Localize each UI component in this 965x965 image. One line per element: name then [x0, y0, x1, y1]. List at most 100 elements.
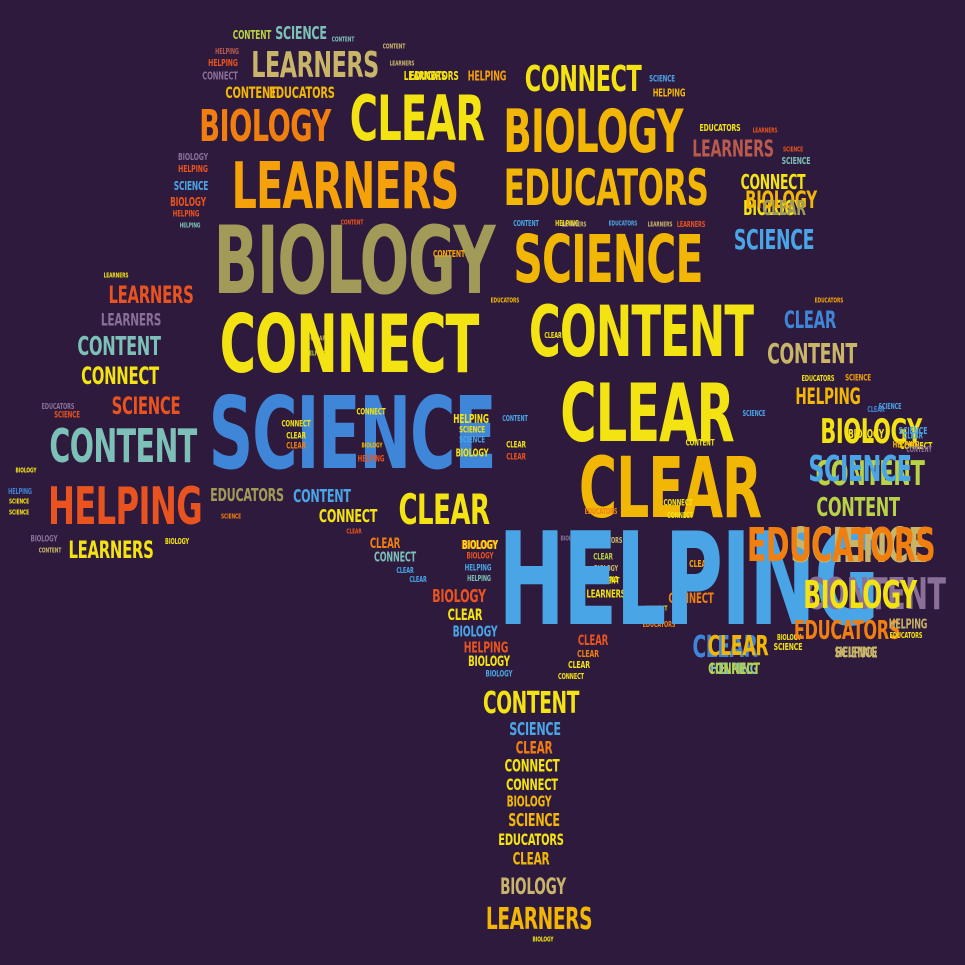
word-clear: CLEAR — [577, 649, 599, 660]
word-helping: HELPING — [835, 645, 877, 661]
word-learners: LEARNERS — [251, 45, 379, 86]
word-content: CONTENT — [432, 249, 466, 260]
word-biology: BIOLOGY — [170, 195, 206, 209]
word-biology: BIOLOGY — [455, 446, 489, 460]
word-clear: CLEAR — [867, 405, 885, 414]
word-learners: LEARNERS — [231, 150, 460, 224]
word-connect: CONNECT — [356, 407, 386, 418]
word-science: SCIENCE — [173, 179, 209, 193]
word-clear: CLEAR — [544, 331, 562, 340]
word-learners: LEARNERS — [68, 536, 154, 564]
word-science: SCIENCE — [275, 23, 327, 44]
word-educators: EDUCATORS — [746, 518, 936, 572]
word-biology: BIOLOGY — [30, 534, 58, 545]
word-educators: EDUCATORS — [41, 402, 75, 411]
word-science: SCIENCE — [834, 643, 878, 662]
word-helping: HELPING — [305, 349, 327, 358]
word-connect: CONNECT — [668, 591, 714, 607]
word-helping: HELPING — [179, 221, 201, 230]
word-helping: HELPING — [178, 164, 208, 175]
word-clear: CLEAR — [506, 452, 526, 463]
word-science: SCIENCE — [8, 508, 30, 517]
word-helping: HELPING — [208, 58, 238, 69]
word-science: SCIENCE — [781, 156, 811, 167]
word-science: SCIENCE — [808, 449, 912, 490]
word-biology: BIOLOGY — [461, 538, 497, 552]
word-helping: HELPING — [467, 69, 507, 85]
word-science: SCIENCE — [459, 425, 485, 436]
word-learners: LEARNERS — [100, 310, 162, 331]
word-learners: LEARNERS — [647, 220, 673, 229]
word-science: SCIENCE — [513, 221, 703, 298]
word-content: CONTENT — [502, 414, 528, 423]
word-learners: LEARNERS — [561, 220, 587, 229]
word-connect: CONNECT — [663, 498, 693, 509]
word-biology: BIOLOGY — [178, 152, 208, 163]
word-educators: EDUCATORS — [490, 296, 520, 305]
word-helping: HELPING — [453, 412, 489, 426]
word-biology: BIOLOGY — [745, 186, 817, 214]
word-content: CONTENT — [685, 438, 715, 449]
word-connect: CONNECT — [506, 775, 558, 794]
word-biology: BIOLOGY — [500, 875, 566, 900]
word-learners: LEARNERS — [692, 136, 774, 163]
word-content: CONTENT — [482, 686, 580, 721]
word-science: SCIENCE — [459, 435, 485, 446]
word-biology: BIOLOGY — [462, 538, 498, 552]
word-educators: EDUCATORS — [699, 123, 741, 134]
word-science: SCIENCE — [898, 426, 928, 437]
word-content: CONTENT — [340, 218, 364, 227]
word-educators: EDUCATORS — [498, 830, 564, 849]
word-clear: CLEAR — [369, 536, 401, 552]
word-helping: HELPING — [892, 440, 920, 451]
word-educators: EDUCATORS — [801, 374, 835, 383]
word-science: SCIENCE — [509, 719, 561, 740]
word-clear: CLEAR — [568, 660, 590, 671]
word-biology: BIOLOGY — [803, 573, 917, 617]
word-connect: CONNECT — [644, 604, 668, 613]
word-helping: HELPING — [467, 574, 491, 583]
word-science: SCIENCE — [111, 392, 181, 420]
word-educators: EDUCATORS — [642, 620, 676, 629]
word-science: SCIENCE — [220, 512, 242, 521]
word-biology: BIOLOGY — [743, 196, 803, 220]
word-helping: HELPING — [710, 659, 758, 678]
word-learners: LEARNERS — [676, 220, 706, 229]
word-helping: HELPING — [498, 506, 879, 655]
word-connect: CONNECT — [281, 419, 311, 430]
word-content: CONTENT — [590, 576, 620, 587]
word-educators: EDUCATORS — [589, 536, 623, 545]
word-science: SCIENCE — [54, 410, 80, 421]
word-connect: CONNECT — [524, 59, 642, 100]
word-helping: HELPING — [47, 477, 203, 537]
word-helping: HELPING — [464, 563, 492, 574]
word-clear: CLEAR — [762, 196, 806, 220]
word-biology: BIOLOGY — [15, 466, 37, 475]
word-content: CONTENT — [225, 83, 277, 102]
word-educators: EDUCATORS — [584, 507, 618, 516]
word-helping: HELPING — [463, 638, 509, 657]
word-science: SCIENCE — [208, 375, 497, 492]
word-learners: LEARNERS — [103, 271, 129, 280]
word-educators: EDUCATORS — [793, 616, 901, 646]
word-biology: BIOLOGY — [165, 537, 189, 546]
word-science: SCIENCE — [742, 409, 766, 418]
word-clear: CLEAR — [409, 575, 427, 584]
word-connect: CONNECT — [504, 756, 560, 777]
word-biology: BIOLOGY — [432, 586, 486, 607]
word-learners: LEARNERS — [389, 59, 415, 68]
word-biology: BIOLOGY — [199, 101, 331, 152]
word-content: CONTENT — [815, 454, 925, 494]
word-educators: EDUCATORS — [503, 159, 709, 217]
word-connect: CONNECT — [219, 298, 480, 391]
word-educators: EDUCATORS — [409, 69, 459, 83]
word-clear: CLEAR — [512, 849, 550, 870]
word-science: SCIENCE — [845, 373, 871, 384]
word-helping: HELPING — [215, 47, 239, 56]
word-science: SCIENCE — [649, 74, 675, 85]
word-science: SCIENCE — [790, 518, 928, 574]
word-educators: EDUCATORS — [814, 296, 844, 305]
word-educators: EDUCATORS — [889, 631, 923, 640]
word-biology: BIOLOGY — [532, 935, 554, 944]
